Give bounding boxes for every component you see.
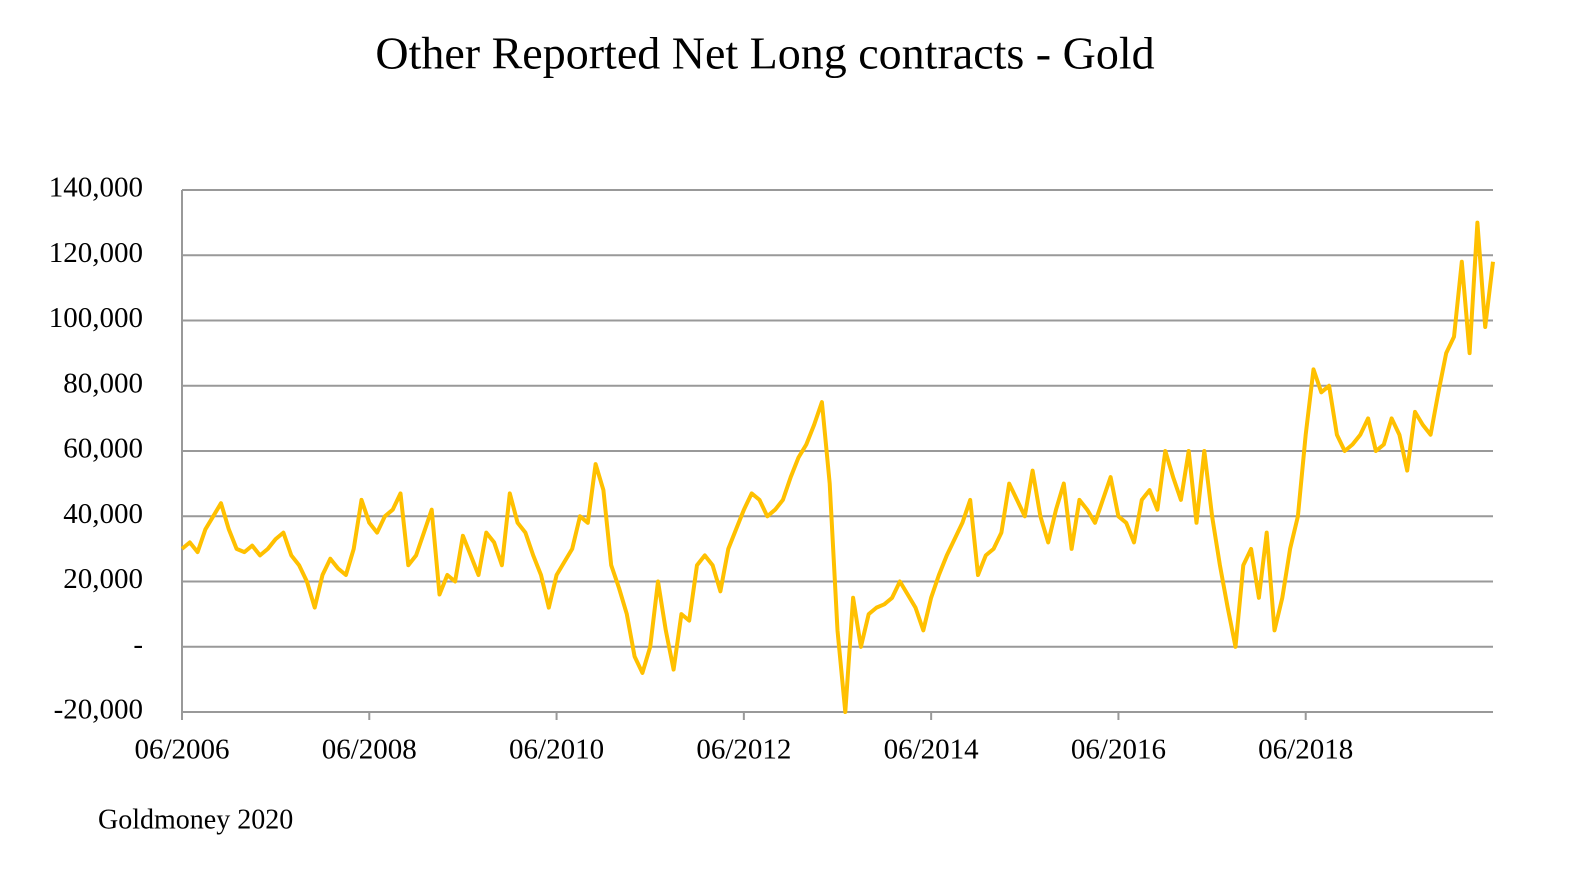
y-tick-label: 100,000 [49, 302, 143, 334]
chart-title: Other Reported Net Long contracts - Gold [375, 28, 1154, 79]
x-tick-label: 06/2012 [696, 734, 791, 766]
x-tick-label: 06/2006 [134, 734, 229, 766]
x-tick-label: 06/2018 [1258, 734, 1353, 766]
y-tick-label: 40,000 [63, 498, 143, 530]
y-tick-label: 80,000 [63, 367, 143, 399]
x-tick-label: 06/2008 [322, 734, 417, 766]
y-tick-label: 60,000 [63, 433, 143, 465]
x-tick-label: 06/2010 [509, 734, 604, 766]
y-tick-label: 120,000 [49, 237, 143, 269]
x-tick-label: 06/2014 [884, 734, 980, 766]
y-tick-label: - [133, 628, 143, 660]
y-tick-label: 20,000 [63, 563, 143, 595]
data-line [180, 220, 1495, 714]
y-tick-label: 140,000 [49, 172, 143, 204]
y-tick-label: -20,000 [54, 694, 143, 726]
x-tick-label: 06/2016 [1071, 734, 1166, 766]
source-note: Goldmoney 2020 [98, 804, 293, 835]
